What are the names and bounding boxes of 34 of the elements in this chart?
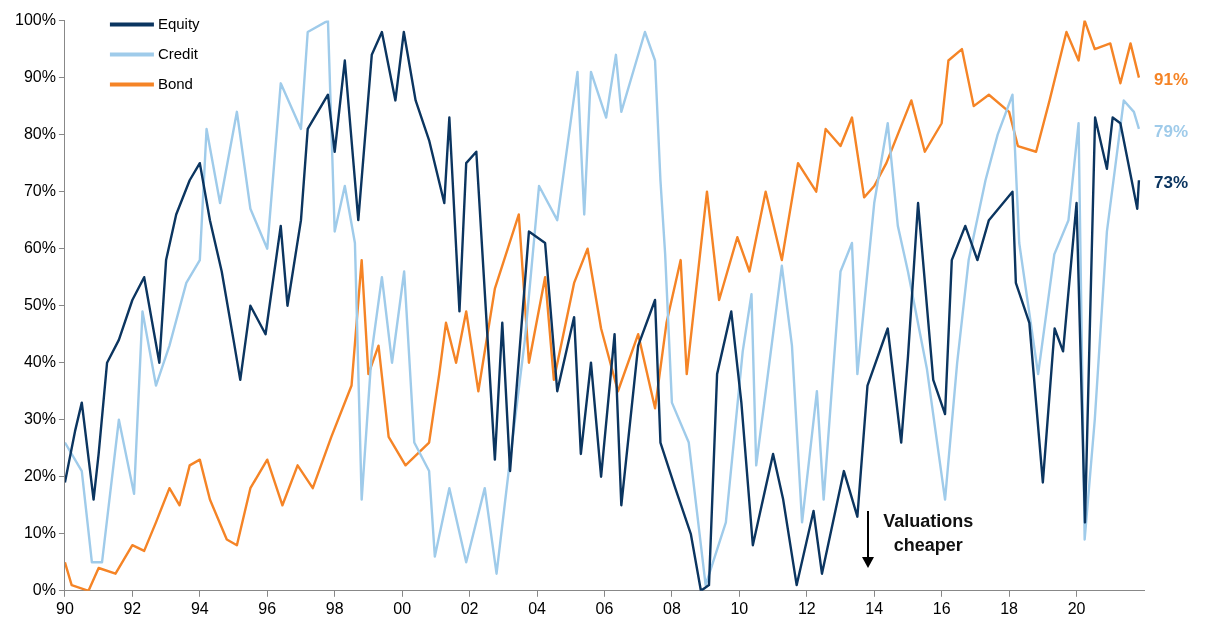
legend-label: Bond — [157, 74, 193, 92]
text: 73% — [1154, 172, 1189, 192]
annotation: Valuations cheaper — [883, 510, 974, 555]
x-tick-label: 92 — [123, 599, 142, 617]
y-tick-label: 90% — [23, 68, 56, 86]
y-tick-label: 20% — [23, 467, 56, 485]
x-tick-label: 02 — [460, 599, 479, 617]
x-tick-label: 06 — [595, 599, 614, 617]
y-tick-label: 100% — [15, 11, 56, 29]
x-tick-label: 98 — [325, 599, 344, 617]
x-tick-label: 00 — [393, 599, 412, 617]
y-tick-label: 30% — [23, 410, 56, 428]
x-tick-label: 14 — [865, 599, 884, 617]
x-tick-label: 08 — [663, 599, 681, 617]
x-tick-label: 90 — [56, 599, 74, 617]
x-tick-label: 12 — [797, 599, 816, 617]
y-tick-label: 40% — [23, 353, 56, 371]
text: 79% — [1154, 121, 1189, 141]
x-tick-label: 16 — [932, 599, 951, 617]
y-tick-label: 50% — [23, 296, 56, 314]
legend-label: Credit — [157, 44, 199, 62]
x-tick-label: 04 — [528, 599, 547, 617]
x-tick-label: 96 — [258, 599, 277, 617]
x-tick-label: 94 — [190, 599, 209, 617]
x-tick-label: 18 — [1000, 599, 1019, 617]
y-tick-label: 60% — [23, 239, 56, 257]
y-tick-label: 80% — [23, 125, 56, 143]
x-tick-label: 20 — [1067, 599, 1086, 617]
x-tick-label: 10 — [730, 599, 749, 617]
legend-label: Equity — [157, 14, 201, 32]
y-tick-label: 70% — [23, 182, 56, 200]
y-tick-label: 0% — [32, 581, 56, 599]
y-tick-label: 10% — [23, 524, 56, 542]
text: 91% — [1154, 70, 1189, 90]
